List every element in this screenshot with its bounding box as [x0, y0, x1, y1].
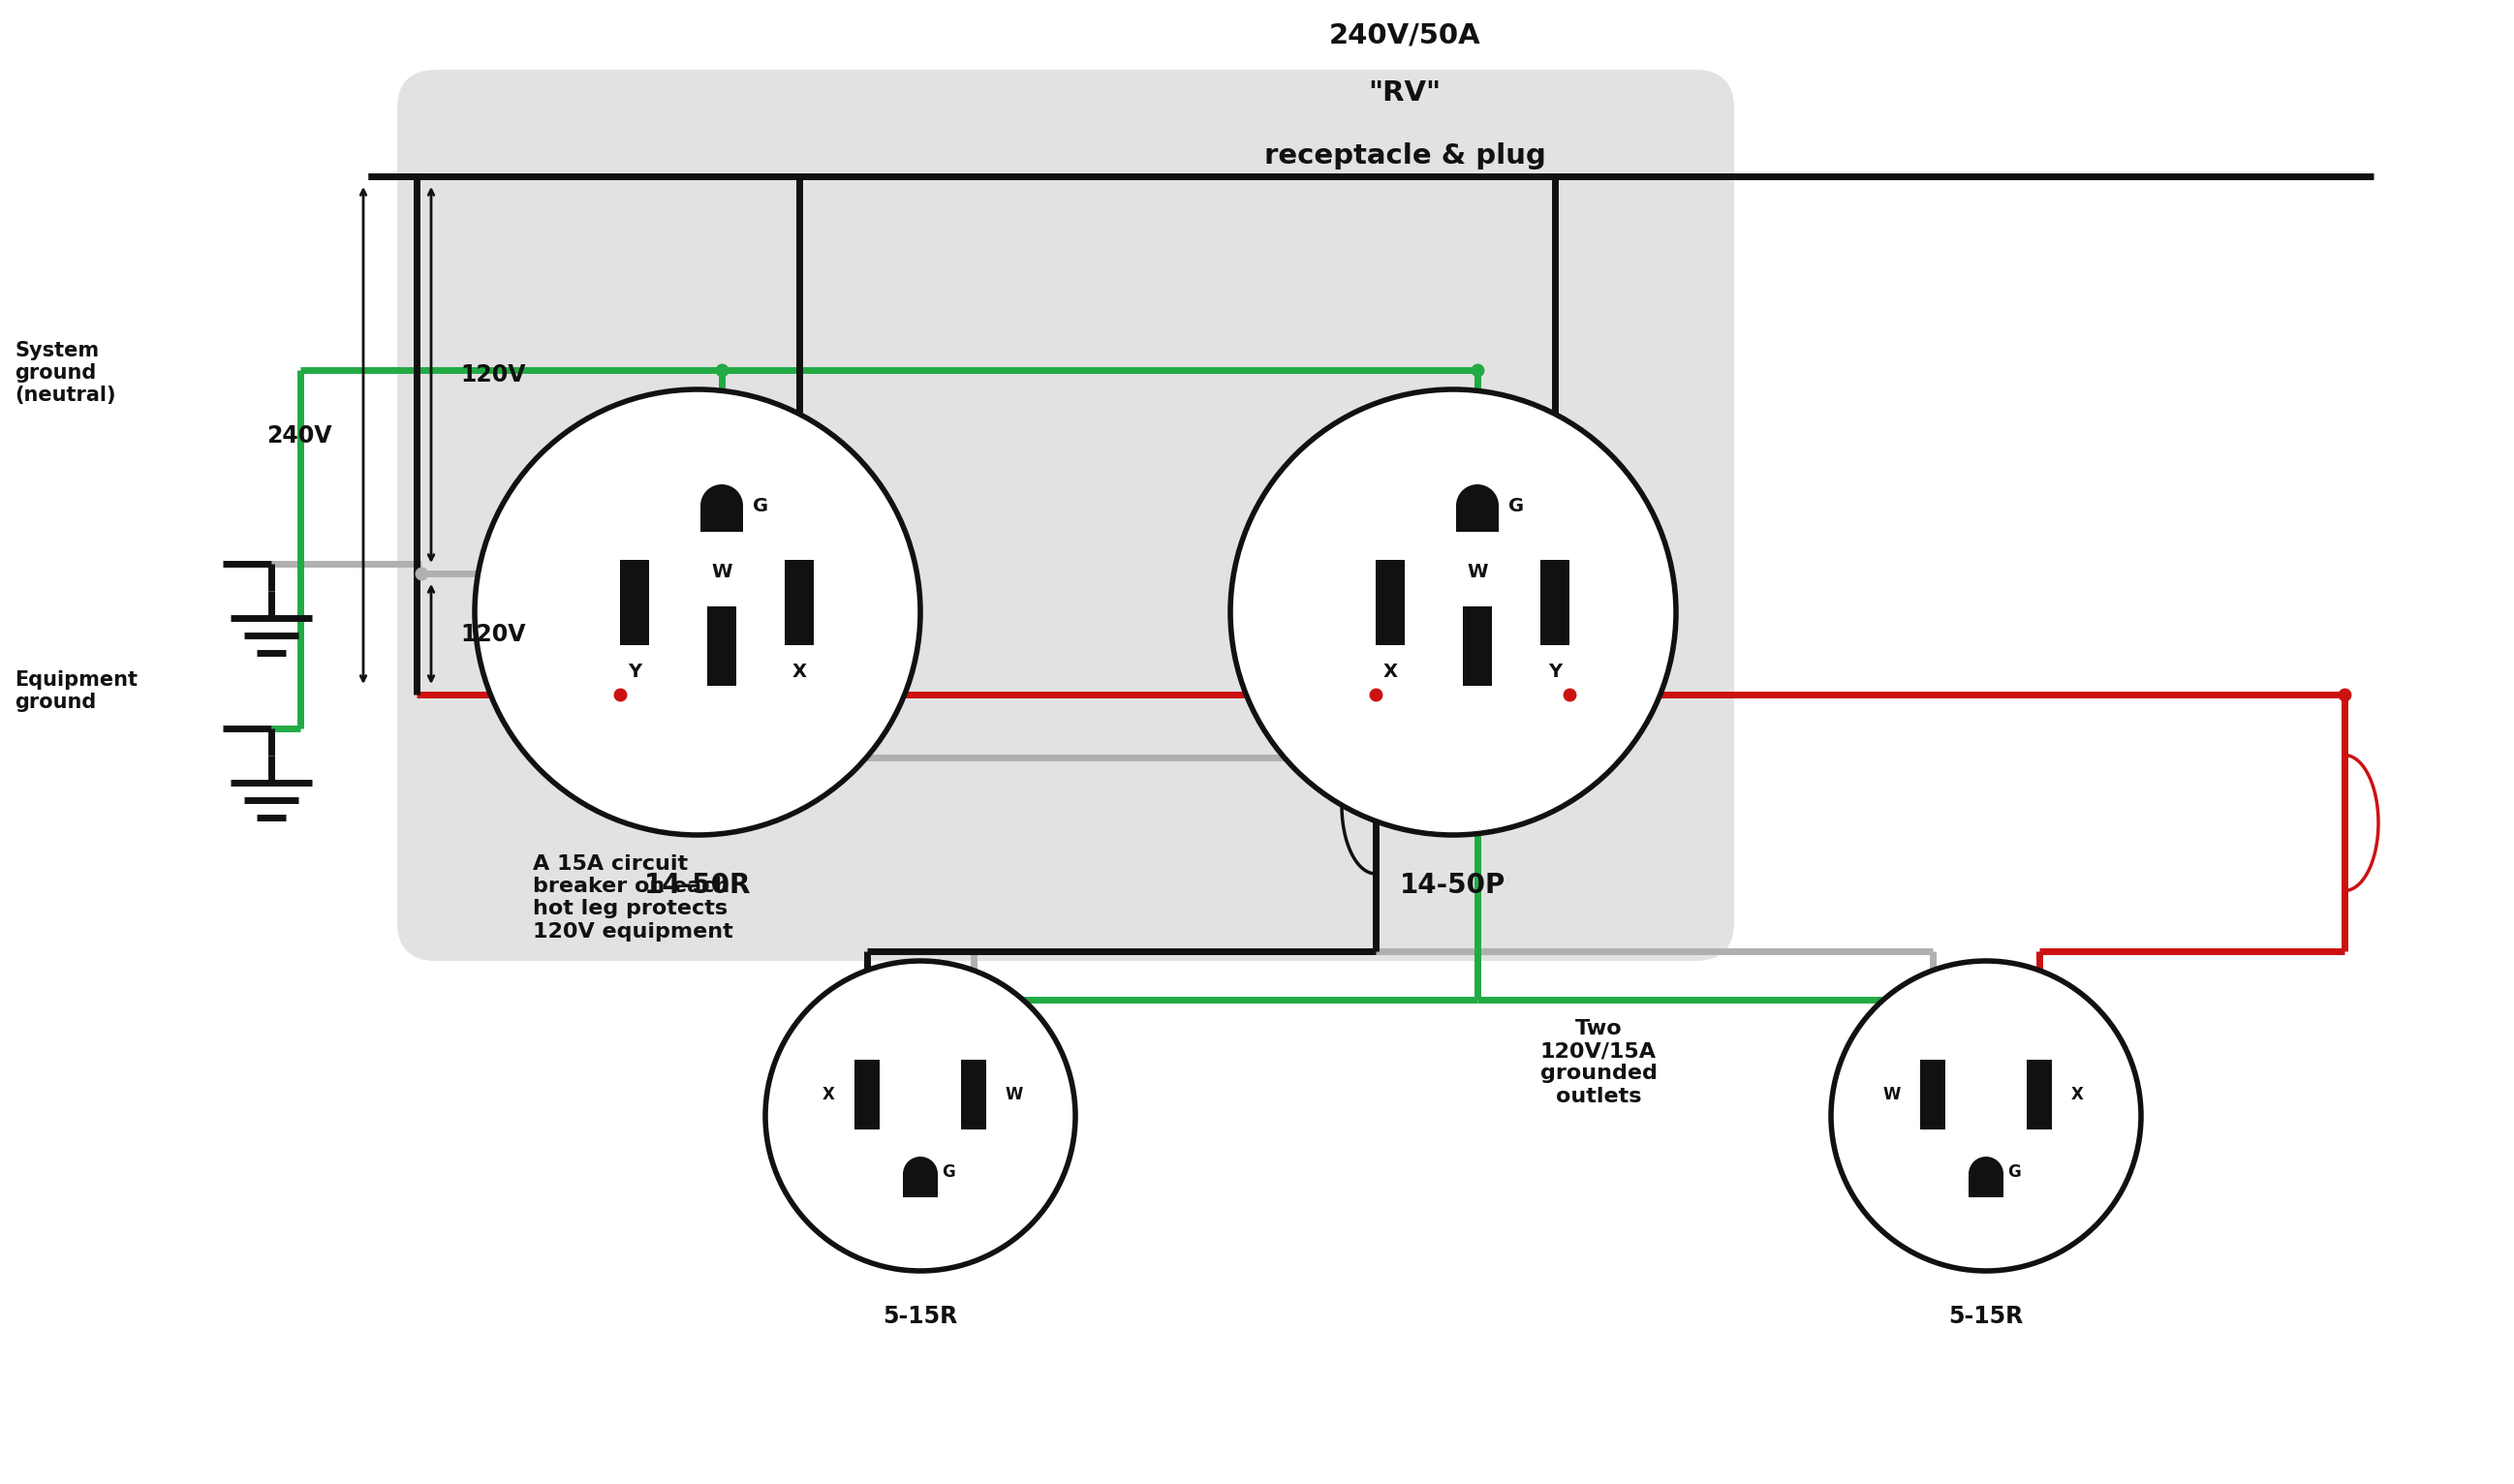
Bar — [784, 559, 815, 646]
Circle shape — [1830, 962, 2142, 1270]
Text: Y: Y — [1549, 662, 1561, 681]
Text: System
ground
(neutral): System ground (neutral) — [15, 341, 116, 405]
Text: Equipment
ground: Equipment ground — [15, 671, 138, 712]
Wedge shape — [903, 1156, 938, 1174]
Text: G: G — [943, 1163, 955, 1181]
Text: Y: Y — [628, 662, 641, 681]
Bar — [701, 506, 744, 531]
Bar — [1968, 1174, 2004, 1198]
Bar — [1541, 559, 1569, 646]
Bar — [706, 607, 737, 686]
Circle shape — [475, 389, 920, 835]
Text: 14-50P: 14-50P — [1400, 871, 1506, 899]
Text: X: X — [822, 1086, 835, 1103]
Text: 120V: 120V — [460, 622, 525, 646]
Text: 14-50R: 14-50R — [644, 871, 752, 899]
Text: receptacle & plug: receptacle & plug — [1265, 142, 1546, 169]
Bar — [1921, 1060, 1946, 1129]
Text: 5-15R: 5-15R — [882, 1304, 958, 1328]
Text: W: W — [711, 562, 732, 582]
Text: X: X — [792, 662, 807, 681]
Circle shape — [764, 962, 1076, 1270]
Text: X: X — [1383, 662, 1398, 681]
Bar — [1375, 559, 1405, 646]
Text: G: G — [2006, 1163, 2021, 1181]
Text: 240V: 240V — [266, 424, 332, 447]
FancyBboxPatch shape — [397, 70, 1735, 962]
Bar — [855, 1060, 880, 1129]
Wedge shape — [1456, 484, 1498, 506]
Text: "RV": "RV" — [1368, 80, 1441, 107]
Text: W: W — [1468, 562, 1488, 582]
Text: 240V/50A: 240V/50A — [1330, 21, 1481, 49]
Text: 120V: 120V — [460, 364, 525, 386]
Text: X: X — [2072, 1086, 2084, 1103]
Bar — [903, 1174, 938, 1198]
Bar — [960, 1060, 985, 1129]
Text: A 15A circuit
breaker on each
hot leg protects
120V equipment: A 15A circuit breaker on each hot leg pr… — [533, 855, 734, 941]
Bar — [621, 559, 649, 646]
Text: Two
120V/15A
grounded
outlets: Two 120V/15A grounded outlets — [1541, 1020, 1657, 1106]
Circle shape — [1229, 389, 1677, 835]
Text: W: W — [1883, 1086, 1901, 1103]
Text: 5-15R: 5-15R — [1948, 1304, 2024, 1328]
Bar — [1463, 607, 1491, 686]
Bar — [2026, 1060, 2051, 1129]
Text: G: G — [752, 497, 769, 515]
Bar — [1456, 506, 1498, 531]
Text: G: G — [1508, 497, 1523, 515]
Wedge shape — [1968, 1156, 2004, 1174]
Wedge shape — [701, 484, 744, 506]
Text: W: W — [1006, 1086, 1023, 1103]
